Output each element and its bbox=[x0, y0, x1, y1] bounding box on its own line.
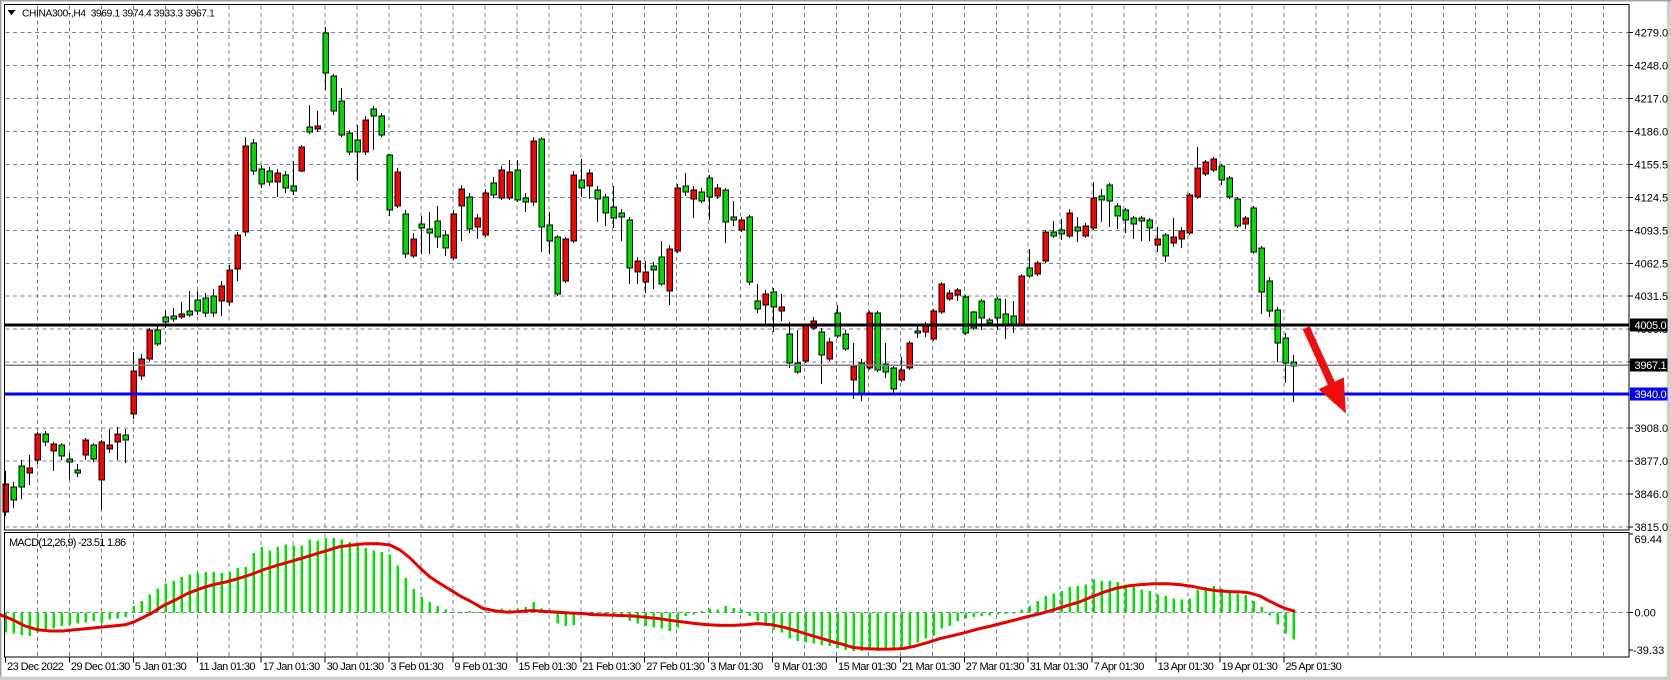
svg-text:3940.0: 3940.0 bbox=[1635, 389, 1667, 401]
svg-text:7 Apr 01:30: 7 Apr 01:30 bbox=[1094, 661, 1145, 673]
svg-text:31 Mar 01:30: 31 Mar 01:30 bbox=[1030, 661, 1089, 673]
svg-text:4279.0: 4279.0 bbox=[1635, 28, 1669, 40]
svg-text:3877.0: 3877.0 bbox=[1635, 456, 1669, 468]
svg-text:69.44: 69.44 bbox=[1635, 534, 1663, 546]
svg-text:19 Apr 01:30: 19 Apr 01:30 bbox=[1222, 661, 1278, 673]
svg-text:-39.33: -39.33 bbox=[1633, 645, 1664, 657]
svg-text:9 Mar 01:30: 9 Mar 01:30 bbox=[774, 661, 827, 673]
svg-text:21 Feb 01:30: 21 Feb 01:30 bbox=[582, 661, 641, 673]
svg-text:3908.0: 3908.0 bbox=[1635, 423, 1669, 435]
svg-text:4031.5: 4031.5 bbox=[1635, 291, 1669, 303]
svg-text:3815.0: 3815.0 bbox=[1635, 522, 1669, 534]
svg-text:21 Mar 01:30: 21 Mar 01:30 bbox=[902, 661, 961, 673]
svg-text:3967.1: 3967.1 bbox=[1635, 360, 1667, 372]
svg-text:4093.5: 4093.5 bbox=[1635, 225, 1669, 237]
svg-text:MACD(12,26,9) -23.51 1.86: MACD(12,26,9) -23.51 1.86 bbox=[9, 537, 126, 549]
svg-text:4186.0: 4186.0 bbox=[1635, 126, 1669, 138]
svg-text:3 Feb 01:30: 3 Feb 01:30 bbox=[391, 661, 444, 673]
svg-text:3 Mar 01:30: 3 Mar 01:30 bbox=[710, 661, 763, 673]
svg-text:4248.0: 4248.0 bbox=[1635, 61, 1669, 73]
svg-text:30 Jan 01:30: 30 Jan 01:30 bbox=[327, 661, 384, 673]
svg-text:4155.5: 4155.5 bbox=[1635, 159, 1669, 171]
svg-text:17 Jan 01:30: 17 Jan 01:30 bbox=[263, 661, 320, 673]
svg-text:4124.5: 4124.5 bbox=[1635, 192, 1669, 204]
svg-text:23 Dec 2022: 23 Dec 2022 bbox=[7, 661, 64, 673]
svg-text:0.00: 0.00 bbox=[1635, 608, 1656, 620]
svg-text:27 Mar 01:30: 27 Mar 01:30 bbox=[966, 661, 1025, 673]
svg-text:15 Mar 01:30: 15 Mar 01:30 bbox=[838, 661, 897, 673]
svg-text:4062.5: 4062.5 bbox=[1635, 258, 1669, 270]
svg-text:13 Apr 01:30: 13 Apr 01:30 bbox=[1158, 661, 1214, 673]
svg-text:9 Feb 01:30: 9 Feb 01:30 bbox=[454, 661, 507, 673]
svg-text:4005.0: 4005.0 bbox=[1635, 320, 1667, 332]
svg-text:11 Jan 01:30: 11 Jan 01:30 bbox=[199, 661, 256, 673]
svg-text:CHINA300-,H4 3969.1 3974.4 39: CHINA300-,H4 3969.1 3974.4 3933.3 3967.1 bbox=[22, 9, 215, 20]
svg-text:3846.0: 3846.0 bbox=[1635, 489, 1669, 501]
svg-text:29 Dec 01:30: 29 Dec 01:30 bbox=[71, 661, 130, 673]
svg-text:25 Apr 01:30: 25 Apr 01:30 bbox=[1285, 661, 1341, 673]
svg-text:27 Feb 01:30: 27 Feb 01:30 bbox=[646, 661, 705, 673]
svg-text:5 Jan 01:30: 5 Jan 01:30 bbox=[135, 661, 187, 673]
svg-text:4217.0: 4217.0 bbox=[1635, 93, 1669, 105]
svg-text:15 Feb 01:30: 15 Feb 01:30 bbox=[518, 661, 577, 673]
